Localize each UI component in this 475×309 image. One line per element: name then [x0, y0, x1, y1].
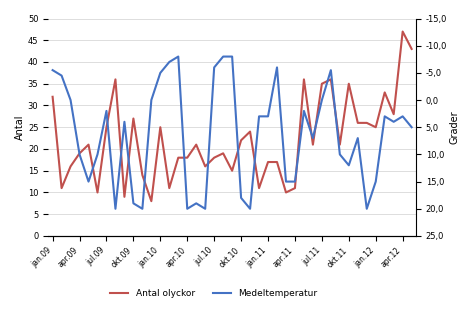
Medeltemperatur — [149, 98, 154, 102]
Antal olyckor — [50, 95, 56, 99]
Antal olyckor — [158, 125, 163, 129]
Antal olyckor — [76, 151, 82, 155]
Medeltemperatur — [95, 153, 100, 156]
Medeltemperatur — [175, 55, 181, 58]
Antal olyckor — [95, 191, 100, 194]
Medeltemperatur — [382, 115, 388, 118]
Antal olyckor — [202, 164, 208, 168]
Antal olyckor — [122, 195, 127, 199]
Antal olyckor — [328, 78, 334, 81]
Medeltemperatur — [86, 180, 91, 184]
Medeltemperatur — [265, 115, 271, 118]
Antal olyckor — [175, 156, 181, 159]
Medeltemperatur — [158, 71, 163, 75]
Medeltemperatur — [346, 163, 352, 167]
Antal olyckor — [104, 125, 109, 129]
Antal olyckor — [131, 117, 136, 121]
Medeltemperatur — [166, 60, 172, 64]
Medeltemperatur — [373, 180, 379, 184]
Antal olyckor — [301, 78, 307, 81]
Medeltemperatur — [193, 201, 199, 205]
Medeltemperatur — [104, 109, 109, 113]
Medeltemperatur — [211, 66, 217, 69]
Medeltemperatur — [184, 207, 190, 211]
Antal olyckor — [292, 186, 298, 190]
Medeltemperatur — [364, 207, 370, 211]
Medeltemperatur — [328, 68, 334, 72]
Medeltemperatur — [283, 180, 289, 184]
Antal olyckor — [346, 82, 352, 86]
Medeltemperatur — [68, 98, 74, 102]
Antal olyckor — [400, 30, 406, 33]
Antal olyckor — [391, 112, 397, 116]
Medeltemperatur — [301, 109, 307, 113]
Medeltemperatur — [50, 68, 56, 72]
Medeltemperatur — [319, 98, 325, 102]
Antal olyckor — [149, 199, 154, 203]
Antal olyckor — [373, 125, 379, 129]
Antal olyckor — [355, 121, 361, 125]
Antal olyckor — [166, 186, 172, 190]
Antal olyckor — [319, 82, 325, 86]
Antal olyckor — [59, 186, 65, 190]
Medeltemperatur — [131, 201, 136, 205]
Antal olyckor — [140, 173, 145, 177]
Medeltemperatur — [274, 66, 280, 69]
Antal olyckor — [274, 160, 280, 164]
Antal olyckor — [409, 47, 415, 51]
Antal olyckor — [310, 143, 316, 146]
Medeltemperatur — [202, 207, 208, 211]
Medeltemperatur — [355, 136, 361, 140]
Antal olyckor — [184, 156, 190, 159]
Antal olyckor — [382, 91, 388, 94]
Line: Medeltemperatur: Medeltemperatur — [53, 57, 412, 209]
Medeltemperatur — [391, 120, 397, 124]
Antal olyckor — [364, 121, 370, 125]
Medeltemperatur — [122, 120, 127, 124]
Antal olyckor — [283, 191, 289, 194]
Antal olyckor — [68, 164, 74, 168]
Antal olyckor — [247, 130, 253, 133]
Medeltemperatur — [247, 207, 253, 211]
Medeltemperatur — [256, 115, 262, 118]
Medeltemperatur — [220, 55, 226, 58]
Medeltemperatur — [238, 196, 244, 200]
Medeltemperatur — [113, 207, 118, 211]
Medeltemperatur — [409, 125, 415, 129]
Antal olyckor — [337, 143, 342, 146]
Medeltemperatur — [229, 55, 235, 58]
Antal olyckor — [86, 143, 91, 146]
Antal olyckor — [220, 151, 226, 155]
Y-axis label: Antal: Antal — [15, 114, 25, 140]
Medeltemperatur — [292, 180, 298, 184]
Line: Antal olyckor: Antal olyckor — [53, 32, 412, 201]
Antal olyckor — [229, 169, 235, 172]
Medeltemperatur — [140, 207, 145, 211]
Y-axis label: Grader: Grader — [450, 110, 460, 144]
Antal olyckor — [193, 143, 199, 146]
Medeltemperatur — [337, 153, 342, 156]
Medeltemperatur — [400, 115, 406, 118]
Medeltemperatur — [76, 153, 82, 156]
Medeltemperatur — [310, 136, 316, 140]
Antal olyckor — [113, 78, 118, 81]
Medeltemperatur — [59, 74, 65, 78]
Antal olyckor — [256, 186, 262, 190]
Antal olyckor — [238, 138, 244, 142]
Antal olyckor — [211, 156, 217, 159]
Antal olyckor — [265, 160, 271, 164]
Legend: Antal olyckor, Medeltemperatur: Antal olyckor, Medeltemperatur — [107, 285, 321, 301]
